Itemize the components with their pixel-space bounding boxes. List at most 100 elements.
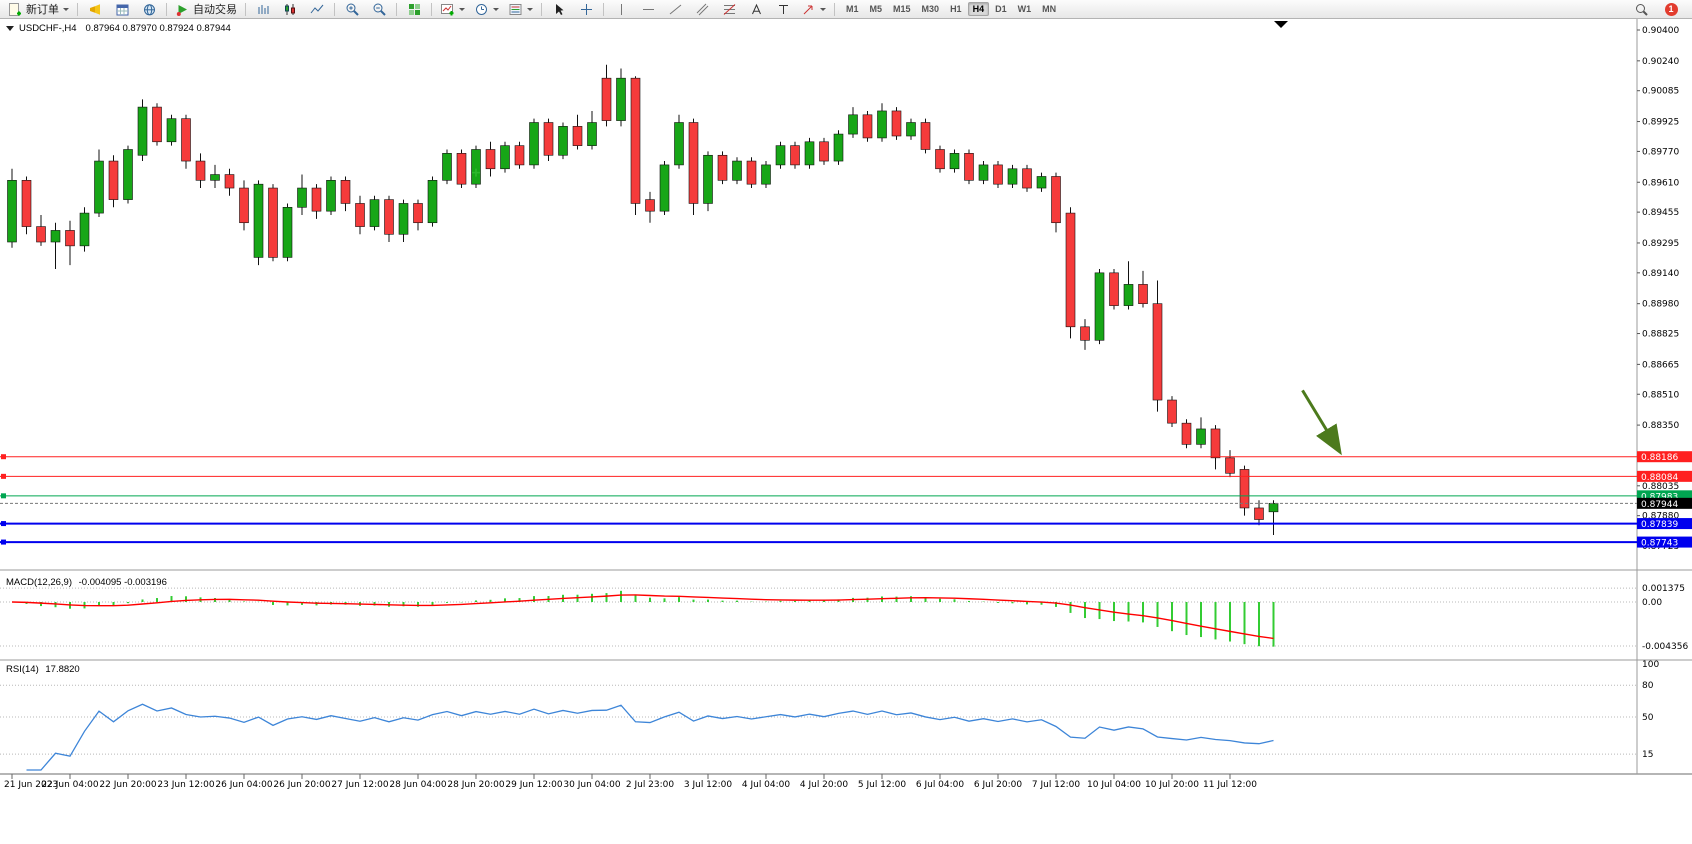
svg-text:4 Jul 20:00: 4 Jul 20:00 <box>800 780 849 790</box>
line-handle[interactable] <box>1 454 6 460</box>
candlestick-type-button[interactable] <box>277 0 303 18</box>
tile-windows-icon <box>408 3 420 15</box>
timeframe-h4-button[interactable]: H4 <box>967 2 990 16</box>
templates-icon <box>509 3 522 15</box>
toolbar-right-group: 1 <box>1628 0 1688 18</box>
svg-text:0.90085: 0.90085 <box>1642 87 1679 97</box>
line-chart-type-button[interactable] <box>304 0 330 18</box>
trend-arrow[interactable] <box>1301 389 1342 456</box>
cursor-button[interactable] <box>546 0 572 18</box>
calendar-button[interactable] <box>109 0 135 18</box>
arrow-objects-button[interactable] <box>797 0 830 18</box>
toolbar-separator <box>334 2 335 16</box>
timeframe-m5-button[interactable]: M5 <box>869 4 883 14</box>
notifications-button[interactable]: 1 <box>1658 0 1684 18</box>
line-handle[interactable] <box>1 539 6 545</box>
timeframe-m15-button[interactable]: M15 <box>893 4 911 14</box>
tile-windows-button[interactable] <box>401 0 427 18</box>
new-chart-button[interactable] <box>436 0 469 18</box>
chevron-down-icon <box>493 7 499 11</box>
toolbar-separator <box>166 2 167 16</box>
timeframe-h1-button[interactable]: H1 <box>950 4 962 14</box>
svg-text:28 Jun 20:00: 28 Jun 20:00 <box>447 780 504 790</box>
zoom-out-icon <box>373 3 386 16</box>
svg-text:0.88350: 0.88350 <box>1642 421 1679 431</box>
toolbar: 新订单 <box>0 0 1692 19</box>
trendline-tool-button[interactable] <box>662 0 688 18</box>
timeframe-group: M1 M5 M15 M30 H1 H4 D1 W1 MN <box>841 2 1061 16</box>
svg-text:0.87944: 0.87944 <box>1641 500 1678 510</box>
price-axis[interactable]: 0.90400 0.90240 0.90085 0.89925 0.89770 0.896… <box>1637 26 1679 552</box>
horizontal-line-tool-button[interactable] <box>635 0 661 18</box>
svg-text:23 Jun 12:00: 23 Jun 12:00 <box>157 780 214 790</box>
new-order-icon <box>9 2 21 16</box>
vertical-line-tool-button[interactable] <box>608 0 634 18</box>
svg-text:0.88084: 0.88084 <box>1641 473 1678 483</box>
price-tag <box>1637 518 1692 530</box>
toolbar-separator <box>431 2 432 16</box>
search-icon <box>1635 3 1648 16</box>
channel-tool-button[interactable] <box>689 0 715 18</box>
price-tag <box>1637 451 1692 463</box>
svg-text:0.90240: 0.90240 <box>1642 57 1679 67</box>
svg-text:26 Jun 20:00: 26 Jun 20:00 <box>273 780 330 790</box>
price-tag <box>1637 490 1692 502</box>
autotrading-button[interactable]: 自动交易 <box>171 0 241 18</box>
timeframe-d1-button[interactable]: D1 <box>995 4 1007 14</box>
fibonacci-icon <box>723 3 735 15</box>
svg-text:15: 15 <box>1642 750 1653 760</box>
svg-text:0.88825: 0.88825 <box>1642 330 1679 340</box>
horizontal-line-icon <box>642 8 654 10</box>
svg-text:29 Jun 12:00: 29 Jun 12:00 <box>505 780 562 790</box>
line-handle[interactable] <box>1 493 6 499</box>
bar-chart-type-button[interactable] <box>250 0 276 18</box>
periods-button[interactable] <box>470 0 503 18</box>
crosshair-button[interactable] <box>573 0 599 18</box>
new-order-button[interactable]: 新订单 <box>4 0 73 18</box>
vertical-line-icon <box>620 3 622 15</box>
svg-text:0.89770: 0.89770 <box>1642 147 1679 157</box>
autotrading-label: 自动交易 <box>193 4 237 16</box>
svg-text:-0.004356: -0.004356 <box>1642 642 1688 652</box>
timeframe-m30-button[interactable]: M30 <box>921 4 940 14</box>
chart-shift-marker-icon[interactable] <box>1274 21 1288 28</box>
zoom-out-button[interactable] <box>366 0 392 18</box>
line-handle[interactable] <box>1 521 6 527</box>
svg-text:0.89610: 0.89610 <box>1642 178 1679 188</box>
toolbar-separator <box>603 2 604 16</box>
svg-text:4 Jul 04:00: 4 Jul 04:00 <box>742 780 791 790</box>
svg-text:7 Jul 12:00: 7 Jul 12:00 <box>1032 780 1081 790</box>
svg-text:0.87880: 0.87880 <box>1642 512 1679 522</box>
toolbar-separator <box>245 2 246 16</box>
web-terminal-button[interactable] <box>136 0 162 18</box>
label-tool-button[interactable] <box>770 0 796 18</box>
cursor-icon <box>555 3 563 15</box>
zoom-in-button[interactable] <box>339 0 365 18</box>
toolbar-separator <box>77 2 78 16</box>
timeframe-m1-button[interactable]: M1 <box>846 4 859 14</box>
svg-text:0.89925: 0.89925 <box>1642 118 1679 128</box>
news-button[interactable] <box>82 0 108 18</box>
chevron-down-icon <box>63 7 69 11</box>
price-tag <box>1637 536 1692 548</box>
globe-icon <box>143 3 155 15</box>
rsi-line <box>26 703 1274 771</box>
megaphone-icon <box>89 3 100 15</box>
equidistant-channel-icon <box>696 3 708 15</box>
line-handle[interactable] <box>1 473 6 479</box>
toolbar-separator <box>541 2 542 16</box>
calendar-icon <box>116 4 128 15</box>
svg-text:22 Jun 04:00: 22 Jun 04:00 <box>41 780 98 790</box>
text-tool-button[interactable] <box>743 0 769 18</box>
macd-histogram <box>25 590 1275 647</box>
svg-text:0.00: 0.00 <box>1642 598 1662 608</box>
svg-text:10 Jul 20:00: 10 Jul 20:00 <box>1145 780 1199 790</box>
timeframe-mn-button[interactable]: MN <box>1042 4 1057 14</box>
svg-text:6 Jul 04:00: 6 Jul 04:00 <box>916 780 965 790</box>
templates-button[interactable] <box>504 0 537 18</box>
timeframe-w1-button[interactable]: W1 <box>1017 4 1032 14</box>
svg-text:0.88980: 0.88980 <box>1642 300 1679 310</box>
search-button[interactable] <box>1628 0 1654 18</box>
